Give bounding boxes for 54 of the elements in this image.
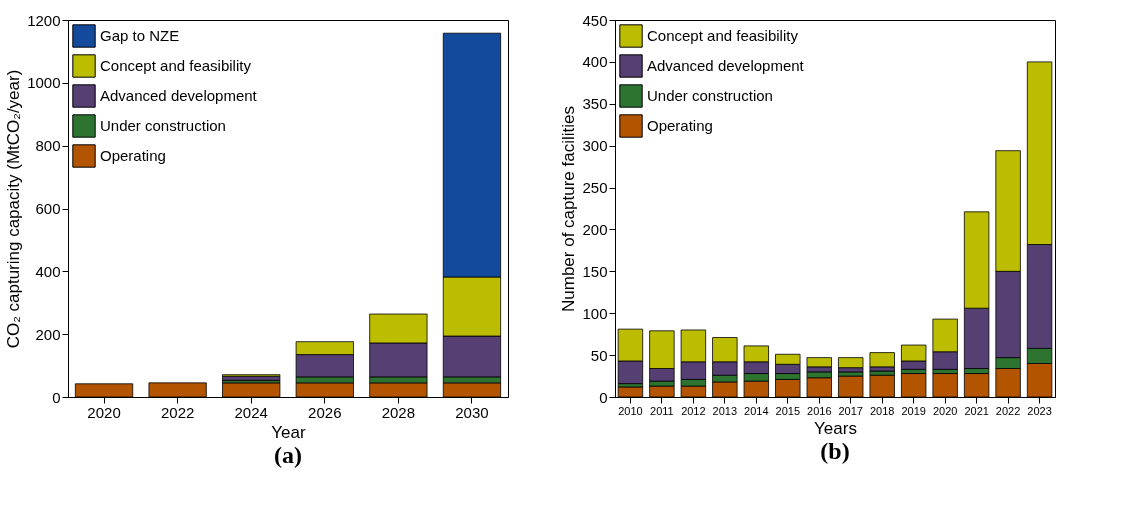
y-tick-label: 100 xyxy=(582,304,608,322)
y-tick-label: 400 xyxy=(582,53,608,71)
y-axis-title: Number of capture facilities xyxy=(559,106,579,312)
legend-label: Advanced development xyxy=(647,57,805,74)
y-tick-label: 800 xyxy=(35,137,61,155)
y-tick-label: 150 xyxy=(582,262,608,280)
x-tick-label: 2019 xyxy=(901,404,926,417)
x-tick-label: 2020 xyxy=(932,404,958,417)
text: (b) xyxy=(820,438,850,464)
x-tick-label: 2023 xyxy=(1027,404,1052,417)
bar xyxy=(838,357,864,369)
x-tick-label: 2018 xyxy=(869,404,895,417)
legend-label: Operating xyxy=(100,147,166,164)
y-tick-label: 200 xyxy=(35,325,61,343)
x-tick-label: 2020 xyxy=(87,403,121,421)
y-tick-label: 1200 xyxy=(27,11,61,29)
legend-label: Under construction xyxy=(100,117,226,134)
y-axis-title: CO₂ capturing capacity (MtCO₂/year) xyxy=(4,69,24,349)
legend-label: Operating xyxy=(647,117,713,134)
text: (a) xyxy=(274,442,302,468)
x-tick-label: 2015 xyxy=(775,404,801,417)
x-tick-label: 2011 xyxy=(650,404,674,417)
y-tick-label: 350 xyxy=(582,95,608,113)
y-tick-label: 0 xyxy=(599,388,608,406)
x-tick-label: 2024 xyxy=(234,403,268,421)
x-tick-label: 2012 xyxy=(681,404,706,417)
x-axis-title: Year xyxy=(271,422,307,442)
y-tick-label: 400 xyxy=(35,262,61,280)
x-tick-label: 2028 xyxy=(381,403,416,421)
y-tick-label: 1000 xyxy=(27,74,61,92)
x-tick-label: 2026 xyxy=(308,403,342,421)
x-axis-title: Years xyxy=(814,418,857,438)
x-tick-label: 2010 xyxy=(618,404,643,417)
x-tick-label: 2030 xyxy=(455,403,489,421)
y-tick-label: 600 xyxy=(35,200,61,217)
y-tick-label: 450 xyxy=(582,11,608,29)
legend-label: Under construction xyxy=(647,87,773,104)
legend-label: Gap to NZE xyxy=(100,27,180,44)
legend-label: Concept and feasibility xyxy=(100,57,252,74)
legend-label: Advanced development xyxy=(100,87,258,104)
x-tick-label: 2014 xyxy=(744,404,769,417)
bar xyxy=(869,352,895,368)
x-tick-label: 2021 xyxy=(964,404,989,417)
x-tick-label: 2017 xyxy=(838,404,863,417)
y-tick-label: 250 xyxy=(582,179,608,197)
x-tick-label: 2013 xyxy=(712,404,738,417)
y-tick-label: 300 xyxy=(582,137,608,155)
y-tick-label: 0 xyxy=(52,388,61,406)
x-tick-label: 2022 xyxy=(995,404,1021,417)
legend-label: Concept and feasibility xyxy=(647,27,799,44)
x-tick-label: 2016 xyxy=(807,404,832,417)
y-tick-label: 50 xyxy=(590,346,608,364)
x-tick-label: 2022 xyxy=(160,403,195,421)
y-tick-label: 200 xyxy=(582,220,608,238)
